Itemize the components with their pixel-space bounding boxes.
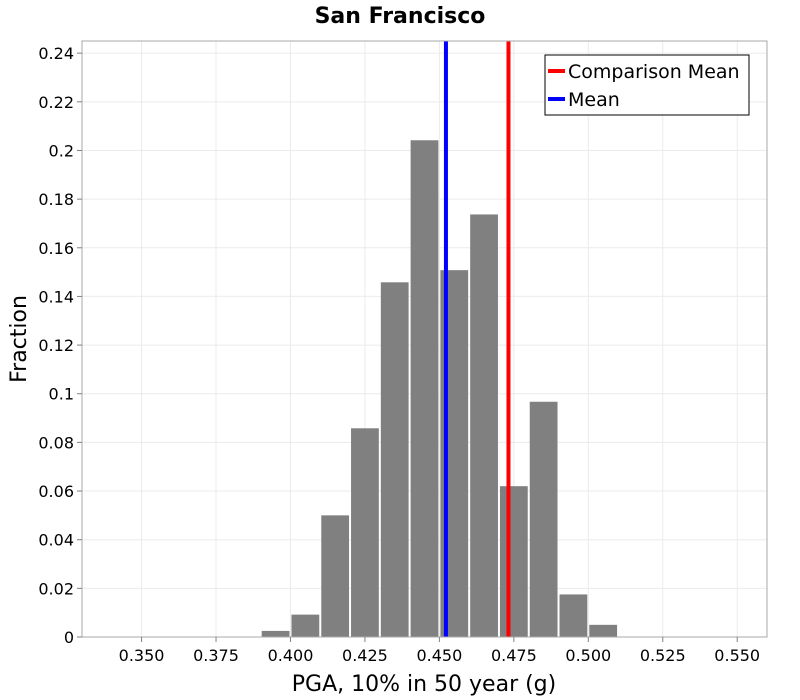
x-tick-label: 0.425 <box>342 646 388 665</box>
histogram-bar <box>261 630 290 637</box>
x-tick-label: 0.475 <box>491 646 537 665</box>
x-tick-label: 0.500 <box>565 646 611 665</box>
y-tick-label: 0.24 <box>38 44 74 63</box>
y-tick-label: 0.04 <box>38 531 74 550</box>
legend-label-comparison-mean: Comparison Mean <box>568 61 740 83</box>
x-tick-label: 0.450 <box>416 646 462 665</box>
histogram-bar <box>529 401 558 637</box>
histogram-bar <box>351 428 379 637</box>
y-tick-label: 0.2 <box>49 141 74 160</box>
histogram-bars <box>261 140 618 637</box>
histogram-bar <box>499 486 528 637</box>
x-tick-label: 0.525 <box>640 646 686 665</box>
y-axis-ticks: 0 0.02 0.04 0.06 0.08 0.1 0.12 0.14 0.16 0.18 0.2 0… <box>38 44 82 647</box>
y-tick-label: 0.22 <box>38 93 74 112</box>
x-tick-label: 0.400 <box>268 646 314 665</box>
legend: Comparison Mean Mean <box>544 54 750 116</box>
histogram-bar <box>291 614 320 637</box>
y-tick-label: 0.16 <box>38 239 74 258</box>
y-axis-label: Fraction <box>7 295 32 383</box>
y-tick-label: 0.02 <box>38 579 74 598</box>
histogram-bar <box>380 282 409 637</box>
legend-box <box>544 54 750 116</box>
x-tick-label: 0.550 <box>714 646 760 665</box>
x-tick-label: 0.350 <box>119 646 165 665</box>
chart-title: San Francisco <box>315 4 486 29</box>
x-axis-ticks: 0.350 0.375 0.400 0.425 0.450 0.475 0.500 0.525… <box>119 637 760 665</box>
y-tick-label: 0.18 <box>38 190 74 209</box>
histogram-bar <box>321 515 350 637</box>
mean-lines <box>443 41 511 637</box>
y-tick-label: 0.08 <box>38 433 74 452</box>
x-axis-label: PGA, 10% in 50 year (g) <box>292 672 556 697</box>
histogram-bar <box>589 624 618 637</box>
histogram-bar <box>410 140 439 637</box>
y-tick-label: 0 <box>64 628 74 647</box>
y-tick-label: 0.12 <box>38 336 74 355</box>
y-tick-label: 0.1 <box>49 385 74 404</box>
legend-label-mean: Mean <box>568 89 620 111</box>
y-tick-label: 0.14 <box>38 287 74 306</box>
histogram-bar <box>559 594 588 637</box>
plot-frame <box>81 40 768 638</box>
x-tick-label: 0.375 <box>193 646 239 665</box>
histogram-bar <box>470 214 498 637</box>
y-tick-label: 0.06 <box>38 482 74 501</box>
